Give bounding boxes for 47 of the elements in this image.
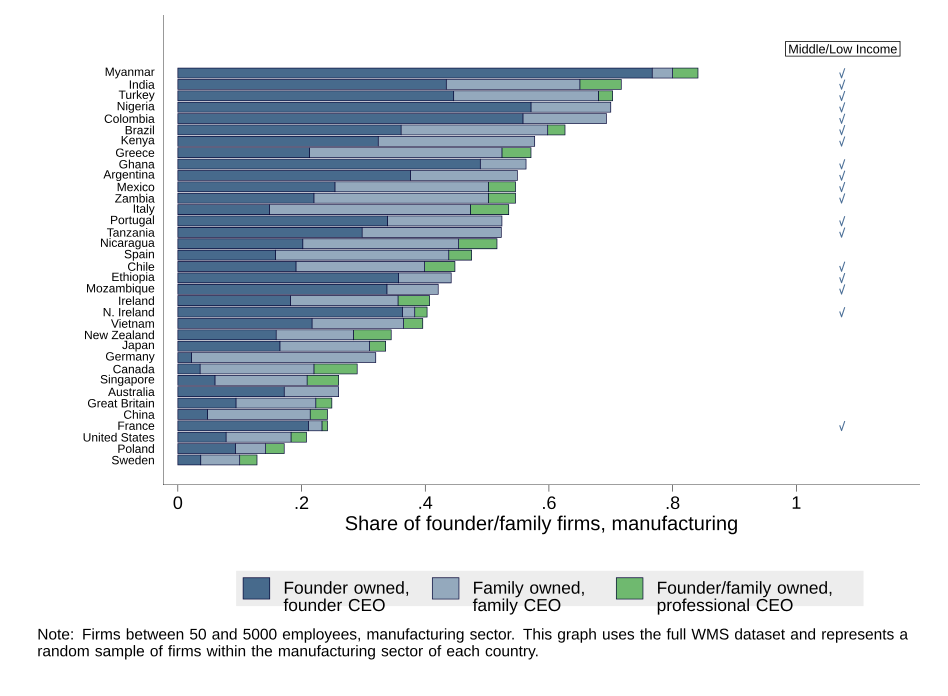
y-tick-label: Chile (128, 262, 154, 271)
y-tick-label: Brazil (126, 126, 154, 134)
y-tick-label: Sweden (112, 456, 154, 464)
y-tick-label: Turkey (118, 90, 155, 102)
y-tick-label: Nicaragua (101, 238, 155, 250)
x-tick-label: .2 (296, 496, 308, 509)
y-tick-label: Myanmar (106, 68, 155, 78)
y-tick-label: Poland (118, 444, 154, 454)
y-tick-label: Mozambique (87, 284, 154, 295)
y-tick-label: N. Ireland (104, 308, 154, 316)
y-tick-label: Mexico (118, 182, 154, 192)
legend-label: Family owned, family CEO (472, 581, 584, 615)
y-tick-label: Kenya (122, 136, 155, 147)
legend-label: Founder/family owned, professional CEO (658, 581, 832, 615)
x-tick-label: 1 (792, 496, 800, 509)
y-tick-label: Spain (124, 250, 154, 261)
y-tick-label: Singapore (100, 374, 154, 386)
y-tick-label: Japan (122, 340, 154, 352)
y-tick-label: Ghana (119, 160, 155, 168)
x-tick-label: .6 (543, 496, 556, 510)
y-tick-label: New Zealand (85, 330, 154, 340)
legend-label: Founder owned, founder CEO (284, 581, 408, 612)
y-tick-label: France (118, 422, 154, 430)
y-tick-label: India (130, 80, 155, 89)
y-tick-label: Tanzania (106, 228, 155, 237)
y-tick-label: Canada (113, 364, 155, 374)
y-tick-label: Argentina (103, 170, 155, 182)
series-label: Middle/Low Income (789, 44, 897, 54)
y-tick-label: Germany (106, 352, 155, 363)
y-tick-label: Ireland (119, 296, 154, 306)
y-tick-label: Portugal (111, 215, 154, 227)
y-tick-label: China (124, 410, 155, 419)
x-tick-label: .8 (666, 496, 680, 510)
x-tick-label: .4 (419, 496, 432, 509)
y-tick-label: Greece (116, 148, 154, 157)
y-tick-label: Colombia (104, 114, 155, 123)
y-tick-label: Great Britain (88, 398, 154, 408)
y-tick-label: Ethiopia (112, 272, 155, 284)
x-axis-title: Share of founder/family firms, manufacturing (346, 516, 737, 534)
y-tick-label: Nigeria (118, 102, 155, 113)
text: Note: Firms between 50 and 5000 employees, manufacturing sector. This graph uses the full WMS dataset and represents a random sample of firms within the manufacturing sector of each country. (38, 628, 908, 660)
y-tick-label: Australia (108, 387, 155, 396)
y-tick-label: Zambia (115, 194, 155, 203)
y-tick-label: Italy (134, 204, 155, 216)
y-tick-label: United States (84, 432, 154, 442)
x-tick-label: 0 (174, 496, 182, 510)
y-tick-label: Vietnam (110, 318, 154, 328)
